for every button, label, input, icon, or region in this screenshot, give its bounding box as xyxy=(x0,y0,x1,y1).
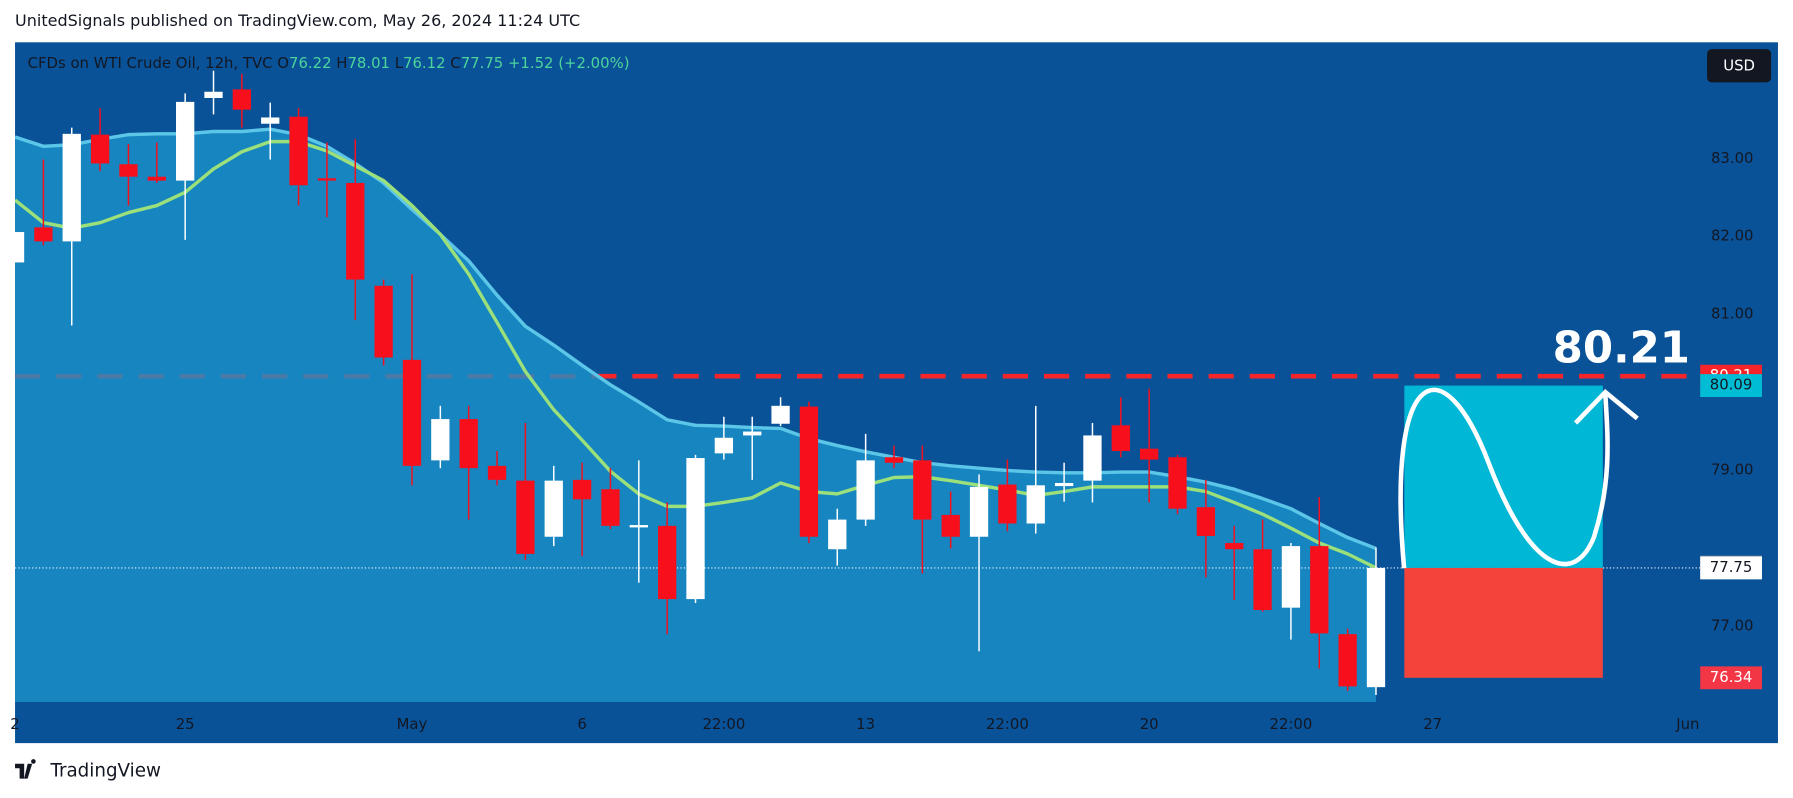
candle-body xyxy=(1168,457,1187,509)
x-tick-label: 22:00 xyxy=(702,715,745,733)
candle-body xyxy=(629,525,648,528)
candle-body xyxy=(686,458,705,600)
plot-area xyxy=(15,70,1701,702)
legend-letter: H xyxy=(336,54,347,72)
publish-header: UnitedSignals published on TradingView.c… xyxy=(15,11,580,30)
candle-body xyxy=(15,232,25,263)
legend-value: 77.75 xyxy=(461,54,504,72)
candle-body xyxy=(374,285,393,358)
candle-body xyxy=(714,437,734,454)
candle-body xyxy=(1366,567,1386,688)
candle-body xyxy=(828,519,847,550)
x-tick-label: 25 xyxy=(176,715,195,733)
candle-body xyxy=(459,419,478,469)
candle-body xyxy=(346,182,365,280)
candle-body xyxy=(1140,448,1159,460)
candle-body xyxy=(34,227,53,242)
candle-body xyxy=(601,489,620,526)
candle-body xyxy=(232,89,252,110)
price-label: 76.34 xyxy=(1710,668,1753,686)
legend-change-pct: (+2.00%) xyxy=(558,54,629,72)
x-tick-label: May xyxy=(397,715,428,733)
candle-body xyxy=(884,457,904,463)
tradingview-logo xyxy=(15,759,36,779)
candle-body xyxy=(90,134,110,164)
y-tick-label: 81.00 xyxy=(1711,305,1754,323)
x-tick-label: 22:00 xyxy=(986,715,1029,733)
candle-body xyxy=(1083,435,1102,481)
candle-body xyxy=(516,480,535,554)
forecast-arrow xyxy=(1398,387,1610,569)
candle-body xyxy=(658,525,677,600)
candle-body xyxy=(204,91,223,98)
legend-letter: O xyxy=(277,54,289,72)
candle-body xyxy=(941,514,960,537)
candle-body xyxy=(743,431,762,436)
x-tick-label: 6 xyxy=(577,715,586,733)
candle-body xyxy=(317,178,337,181)
position-loss xyxy=(1404,567,1603,678)
currency-badge[interactable] xyxy=(1707,49,1772,83)
candle-body xyxy=(1225,542,1244,550)
candle-body xyxy=(799,406,819,537)
candle-body xyxy=(402,359,422,466)
x-tick-label: 22:00 xyxy=(1270,715,1313,733)
candle-body xyxy=(176,101,195,181)
candle-body xyxy=(1054,482,1074,487)
plot: 80.2177.0079.0081.0082.0083.0080.2180.09… xyxy=(10,54,1762,733)
legend-value: 78.01 xyxy=(347,54,390,72)
candle-body xyxy=(487,465,507,480)
price-label: 77.75 xyxy=(1710,558,1753,576)
forecast-arrow-head xyxy=(1573,389,1639,425)
candle-body xyxy=(771,405,790,424)
legend-value: 76.22 xyxy=(289,54,332,72)
candle-body xyxy=(1338,634,1357,687)
candle-body xyxy=(544,480,563,537)
candle-body xyxy=(147,176,166,181)
legend-symbol: CFDs on WTI Crude Oil, 12h, TVC xyxy=(28,54,273,72)
candle-body xyxy=(431,419,450,461)
x-tick-label: Jun xyxy=(1675,715,1699,733)
x-tick-label: 20 xyxy=(1140,715,1159,733)
candle-body xyxy=(969,486,989,537)
y-tick-label: 83.00 xyxy=(1711,149,1754,167)
x-tick-label: 2 xyxy=(10,715,19,733)
x-tick-label: 13 xyxy=(856,715,875,733)
y-tick-label: 77.00 xyxy=(1711,616,1754,634)
candle-body xyxy=(1196,507,1216,536)
candle-body xyxy=(289,116,308,186)
candle-body xyxy=(856,460,875,520)
legend: CFDs on WTI Crude Oil, 12h, TVC O76.22 H… xyxy=(28,54,630,72)
currency-label[interactable]: USD xyxy=(1723,56,1755,74)
legend-value: 76.12 xyxy=(403,54,446,72)
candle-body xyxy=(1026,485,1045,524)
legend-letter: C xyxy=(450,54,460,72)
candle-body xyxy=(913,460,932,520)
price-label-box xyxy=(1700,556,1762,580)
candle-body xyxy=(119,164,138,177)
candle-body xyxy=(998,484,1017,524)
price-label-box xyxy=(1700,666,1762,690)
candle-body xyxy=(572,479,592,500)
legend-change: +1.52 xyxy=(508,54,554,72)
y-tick-label: 82.00 xyxy=(1711,227,1754,245)
candle-body xyxy=(62,133,81,242)
level-annotation: 80.21 xyxy=(1553,324,1690,374)
candle-body xyxy=(1310,546,1329,634)
footer-brand: TradingView xyxy=(49,761,161,782)
x-tick-label: 27 xyxy=(1423,715,1442,733)
price-label: 80.09 xyxy=(1710,376,1753,394)
position-profit xyxy=(1404,385,1603,568)
candle-body xyxy=(261,117,280,124)
logo-mark xyxy=(15,759,36,779)
y-tick-label: 79.00 xyxy=(1711,461,1754,479)
price-label-box xyxy=(1700,374,1762,397)
candle-body xyxy=(1111,425,1130,452)
legend-letter: L xyxy=(395,54,404,72)
candle-body xyxy=(1253,549,1272,611)
candle-body xyxy=(1281,546,1301,608)
